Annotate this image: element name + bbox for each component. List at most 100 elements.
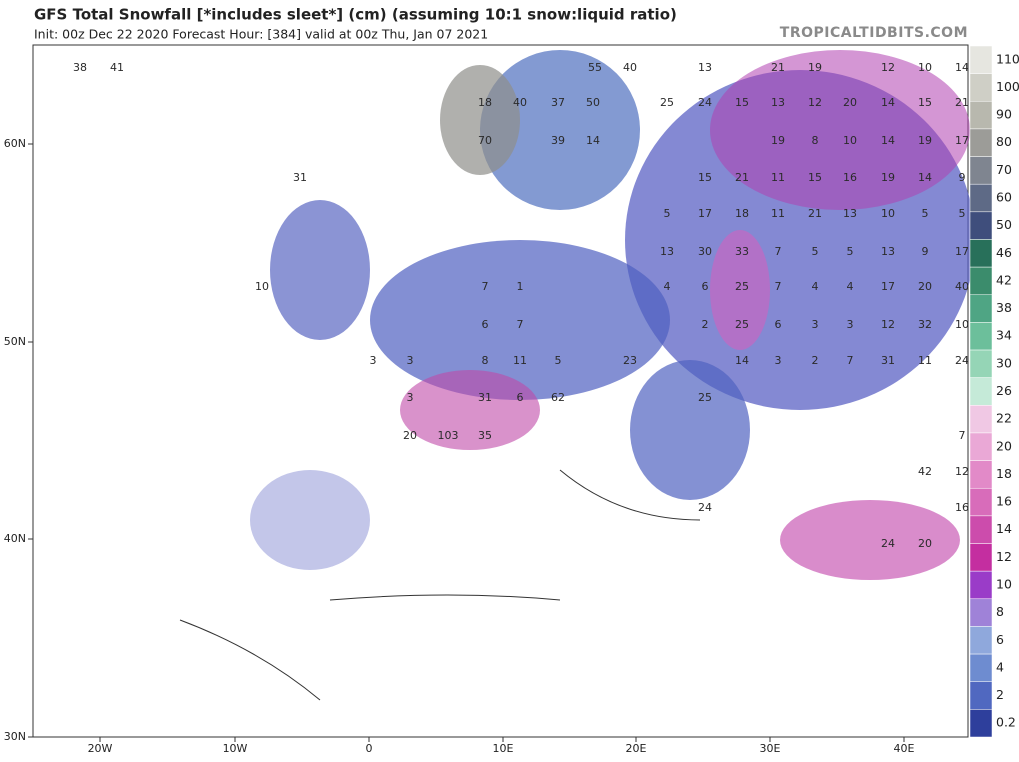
map-value-label: 5: [922, 207, 929, 220]
map-value-label: 12: [955, 465, 969, 478]
colorbar-label: 34: [996, 328, 1012, 343]
map-value-label: 7: [482, 280, 489, 293]
colorbar-label: 60: [996, 190, 1012, 205]
map-value-label: 12: [808, 96, 822, 109]
colorbar-swatch: [969, 128, 993, 157]
snow-area: [480, 50, 640, 210]
map-value-label: 24: [881, 537, 895, 550]
lat-label: 50N: [4, 335, 26, 348]
colorbar-label: 80: [996, 134, 1012, 149]
colorbar-swatch: [969, 487, 993, 517]
colorbar-label: 100: [996, 79, 1019, 94]
colorbar-swatch: [969, 570, 993, 600]
map-value-label: 10: [918, 61, 932, 74]
map-value-label: 10: [843, 134, 857, 147]
map-value-label: 37: [551, 96, 565, 109]
snow-area: [630, 360, 750, 500]
lat-label: 60N: [4, 137, 26, 150]
map-value-label: 70: [478, 134, 492, 147]
colorbar-label: 14: [996, 521, 1012, 536]
colorbar-label: 46: [996, 245, 1012, 260]
map-value-label: 21: [771, 61, 785, 74]
map-value-label: 3: [812, 318, 819, 331]
map-value-label: 31: [478, 391, 492, 404]
map-value-label: 1: [517, 280, 524, 293]
map-value-label: 13: [698, 61, 712, 74]
map-value-label: 12: [881, 318, 895, 331]
map-value-label: 21: [808, 207, 822, 220]
map-value-label: 7: [775, 245, 782, 258]
map-value-label: 14: [881, 96, 895, 109]
map-value-label: 13: [881, 245, 895, 258]
colorbar-swatch: [969, 349, 993, 378]
brand: TROPICALTIDBITS.COM: [780, 25, 968, 41]
map-value-label: 7: [959, 429, 966, 442]
map-value-label: 21: [955, 96, 969, 109]
colorbar-swatch: [969, 156, 993, 185]
map-value-label: 5: [812, 245, 819, 258]
map-value-label: 55: [588, 61, 602, 74]
lon-label: 20E: [626, 742, 647, 755]
map-value-label: 3: [370, 354, 377, 367]
snow-area: [710, 230, 770, 350]
map-value-label: 20: [403, 429, 417, 442]
map-value-label: 14: [586, 134, 600, 147]
map-value-label: 40: [623, 61, 637, 74]
map-value-label: 8: [812, 134, 819, 147]
colorbar-swatch: [969, 460, 993, 489]
map-value-label: 13: [771, 96, 785, 109]
map-value-label: 10: [955, 318, 969, 331]
colorbar-label: 0.2: [996, 715, 1016, 730]
map-value-label: 32: [918, 318, 932, 331]
map-value-label: 31: [293, 171, 307, 184]
map-value-label: 10: [881, 207, 895, 220]
map-value-label: 7: [775, 280, 782, 293]
snow-area: [440, 65, 520, 175]
map-value-label: 25: [698, 391, 712, 404]
colorbar-label: 18: [996, 466, 1012, 481]
map-value-label: 7: [517, 318, 524, 331]
colorbar-swatch: [969, 598, 993, 627]
colorbar-label: 16: [996, 494, 1012, 509]
colorbar-swatch: [969, 239, 993, 268]
colorbar-swatch: [969, 73, 993, 102]
map-value-label: 2: [702, 318, 709, 331]
map-value-label: 3: [775, 354, 782, 367]
map-value-label: 24: [698, 501, 712, 514]
map-value-label: 4: [664, 280, 671, 293]
colorbar-label: 12: [996, 549, 1012, 564]
lon-label: 0: [366, 742, 373, 755]
colorbar-swatch: [969, 515, 993, 544]
map-value-label: 5: [959, 207, 966, 220]
map-value-label: 62: [551, 391, 565, 404]
colorbar-swatch: [969, 432, 993, 461]
colorbar-swatch: [969, 405, 993, 434]
map: [32, 44, 975, 738]
colorbar-label: 2: [996, 687, 1004, 702]
map-value-label: 14: [735, 354, 749, 367]
map-value-label: 13: [660, 245, 674, 258]
map-value-label: 24: [955, 354, 969, 367]
map-value-label: 14: [955, 61, 969, 74]
map-value-label: 8: [482, 354, 489, 367]
colorbar-label: 38: [996, 300, 1012, 315]
map-value-label: 19: [918, 134, 932, 147]
map-value-label: 35: [478, 429, 492, 442]
map-value-label: 9: [922, 245, 929, 258]
map-value-label: 4: [812, 280, 819, 293]
map-value-label: 17: [881, 280, 895, 293]
coastline: [179, 469, 701, 701]
lon-label: 30E: [760, 742, 781, 755]
map-value-label: 11: [918, 354, 932, 367]
colorbar-swatch: [969, 266, 993, 296]
map-value-label: 38: [73, 61, 87, 74]
map-value-label: 25: [660, 96, 674, 109]
map-value-label: 4: [847, 280, 854, 293]
map-value-label: 17: [955, 245, 969, 258]
lat-label: 40N: [4, 532, 26, 545]
map-value-label: 12: [881, 61, 895, 74]
map-value-label: 21: [735, 171, 749, 184]
map-value-label: 42: [918, 465, 932, 478]
snow-area: [780, 500, 960, 580]
